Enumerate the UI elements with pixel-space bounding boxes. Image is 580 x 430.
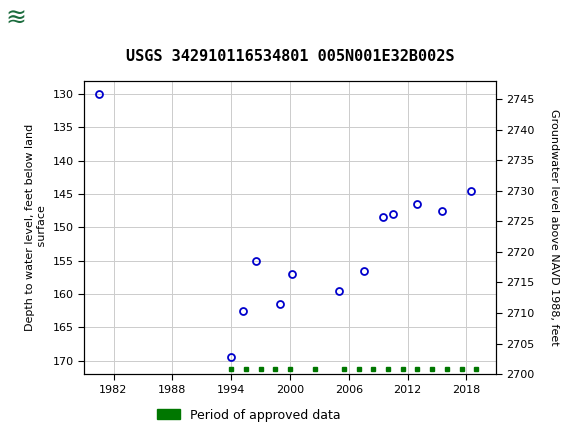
Text: ≋: ≋ xyxy=(6,7,27,31)
Y-axis label: Depth to water level, feet below land
 surface: Depth to water level, feet below land su… xyxy=(26,124,47,331)
Legend: Period of approved data: Period of approved data xyxy=(153,403,345,427)
Y-axis label: Groundwater level above NAVD 1988, feet: Groundwater level above NAVD 1988, feet xyxy=(549,109,559,346)
Bar xyxy=(3,3,87,35)
Text: USGS 342910116534801 005N001E32B002S: USGS 342910116534801 005N001E32B002S xyxy=(126,49,454,64)
Text: USGS: USGS xyxy=(32,10,72,28)
